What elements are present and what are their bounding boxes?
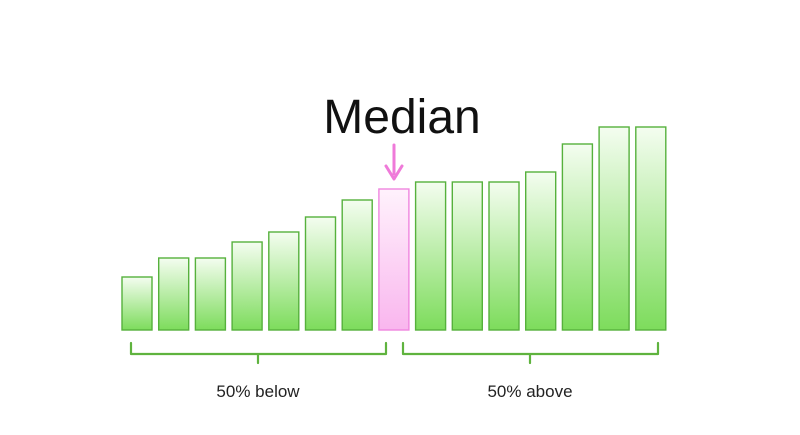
below-bracket: [129, 341, 388, 365]
bar: [268, 231, 300, 331]
bar: [157, 257, 190, 331]
bar: [561, 143, 594, 331]
bar: [451, 181, 483, 331]
bar: [304, 216, 337, 331]
median-bar: [378, 188, 410, 331]
bar: [488, 181, 520, 331]
bar: [341, 199, 373, 331]
bar: [525, 171, 557, 331]
above-bracket: [401, 341, 660, 365]
bar: [231, 241, 263, 331]
median-title: Median: [323, 91, 480, 144]
below-label: 50% below: [216, 382, 300, 401]
above-label: 50% above: [487, 382, 572, 401]
bar: [121, 276, 153, 331]
bar: [635, 126, 667, 331]
bars-group: [121, 126, 667, 331]
bar: [194, 257, 227, 331]
bar: [414, 181, 447, 331]
arrow-down-icon: [384, 143, 404, 181]
bar: [598, 126, 630, 331]
